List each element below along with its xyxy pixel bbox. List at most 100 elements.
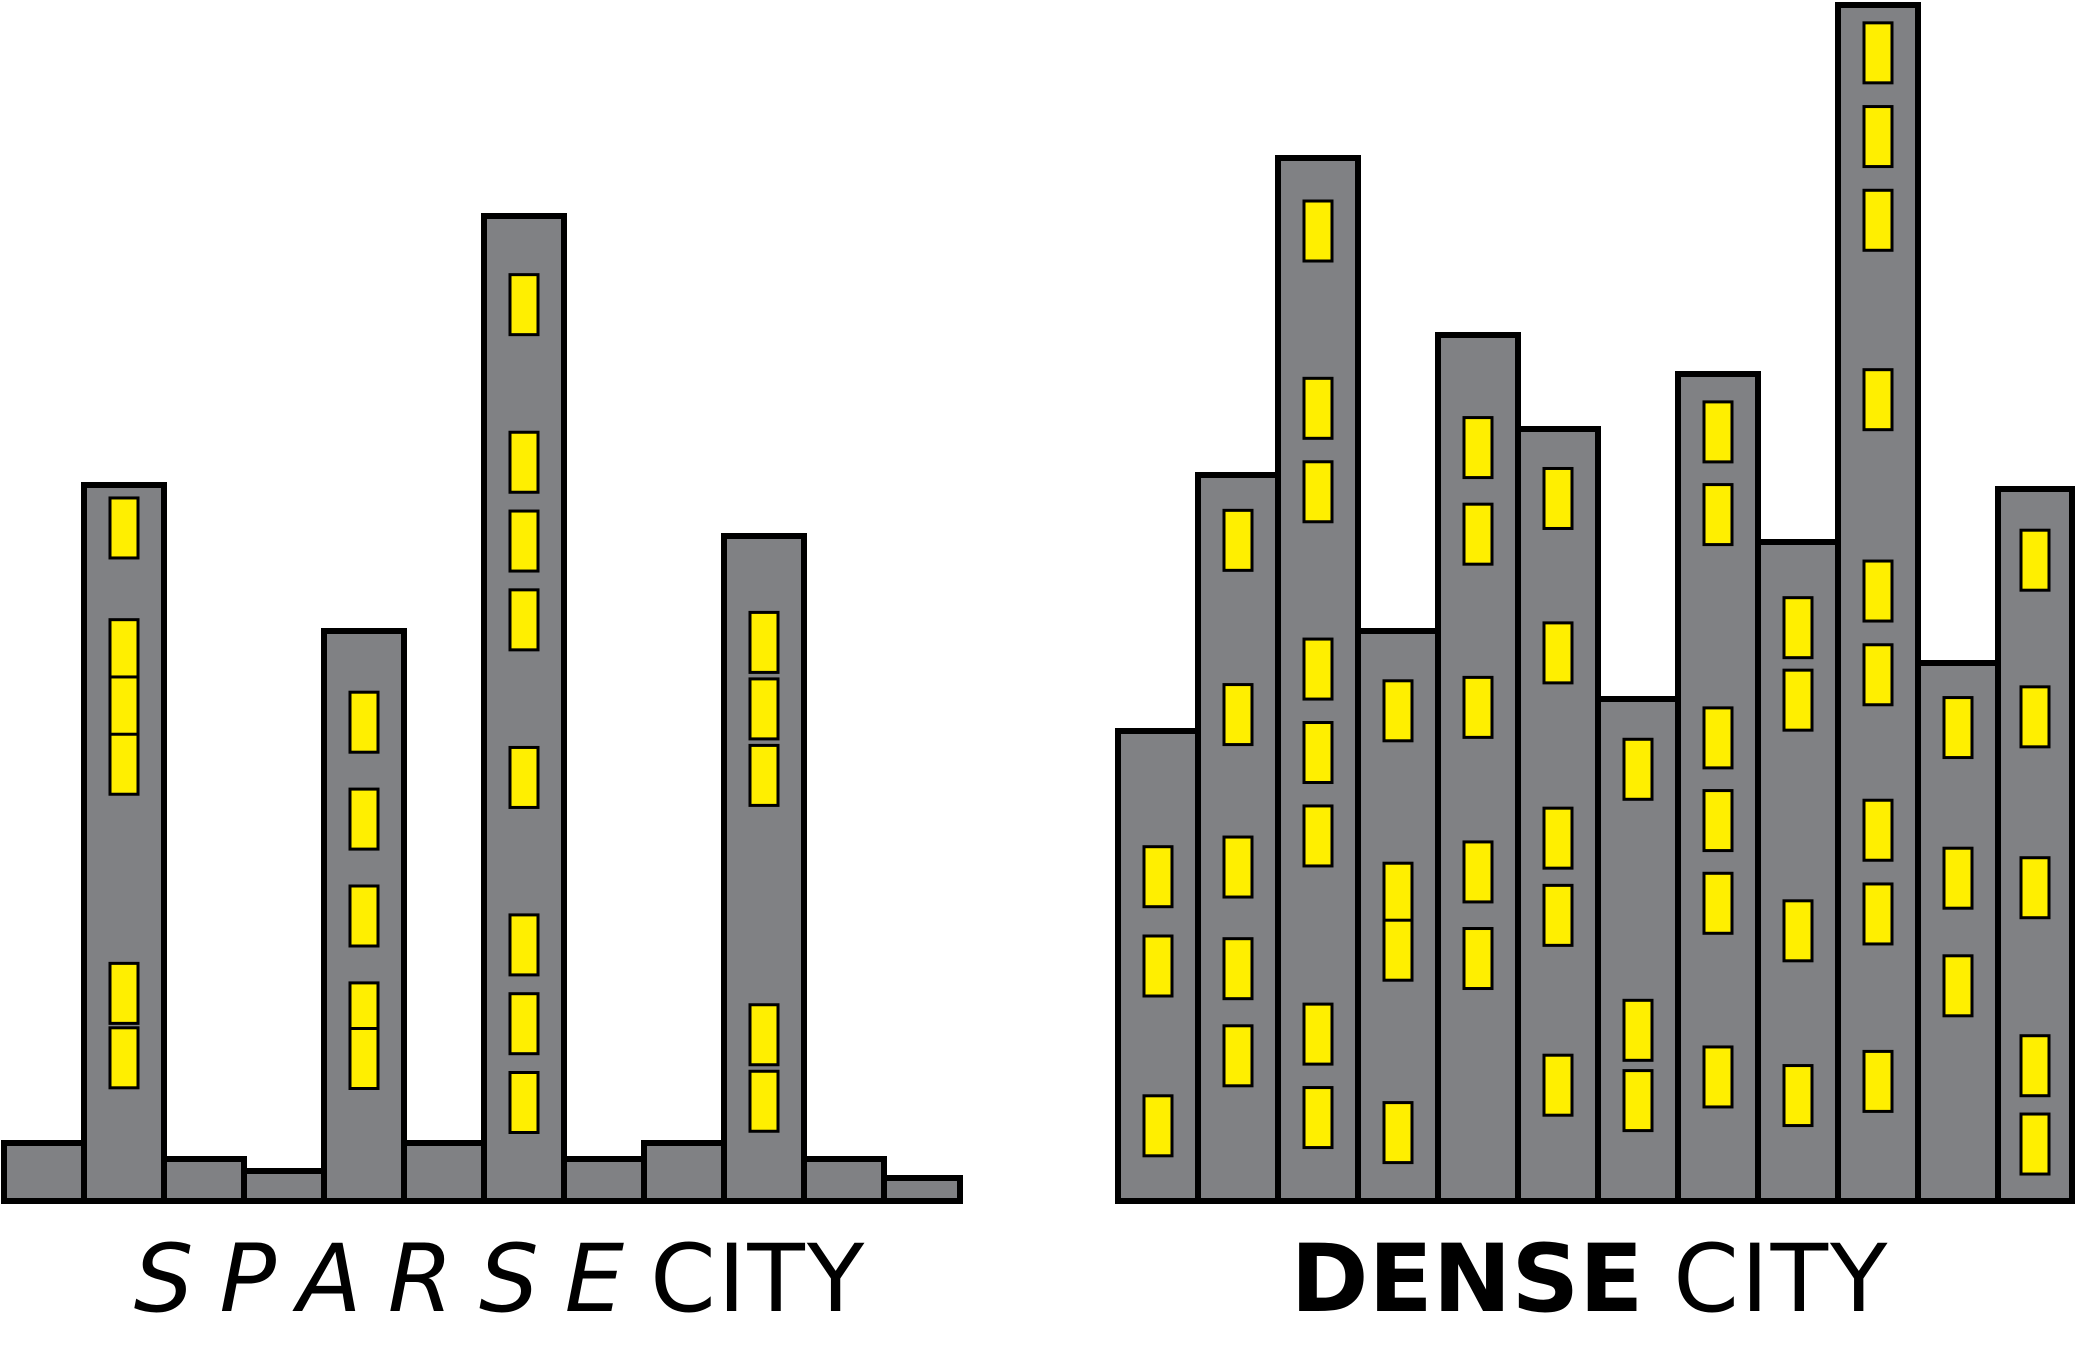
dense-window (1862, 798, 1894, 862)
sparse-window (508, 992, 540, 1056)
dense-window (1782, 668, 1814, 732)
sparse-window (108, 675, 140, 739)
dense-window (1302, 199, 1334, 263)
dense-window (2019, 1112, 2051, 1176)
sparse-building (641, 1140, 727, 1204)
dense-window (1462, 502, 1494, 566)
dense-window (1622, 998, 1654, 1062)
dense-window (1222, 835, 1254, 899)
dense-window (1462, 927, 1494, 991)
dense-window (1222, 937, 1254, 1001)
dense-window (1702, 1045, 1734, 1109)
dense-window (1462, 416, 1494, 480)
dense-window (1382, 918, 1414, 982)
sparse-building (801, 1156, 887, 1204)
dense-window (1862, 643, 1894, 707)
dense-window (2019, 1034, 2051, 1098)
sparse-window (748, 677, 780, 741)
dense-window (1222, 1024, 1254, 1088)
sparse-window (748, 1003, 780, 1067)
sparse-window (108, 618, 140, 682)
sparse-building (161, 1156, 247, 1204)
dense-window (1142, 845, 1174, 909)
sparse-window (508, 430, 540, 494)
dense-window (1942, 846, 1974, 910)
dense-window (1382, 679, 1414, 743)
dense-window (1382, 861, 1414, 925)
sparse-building (81, 482, 167, 1204)
dense-window (1302, 1002, 1334, 1066)
sparse-window (108, 732, 140, 796)
sparse-window (108, 961, 140, 1025)
dense-window (1462, 840, 1494, 904)
sparse-window (508, 509, 540, 573)
sparse-window (108, 1026, 140, 1090)
dense-window (1702, 483, 1734, 547)
sparse-window (508, 913, 540, 977)
dense-window (1302, 376, 1334, 440)
dense-window (1782, 596, 1814, 660)
sparse-window (748, 610, 780, 674)
dense-window (1782, 1064, 1814, 1128)
dense-window (1862, 188, 1894, 252)
dense-window (1862, 559, 1894, 623)
dense-window (1142, 934, 1174, 998)
sparse-window (508, 1071, 540, 1134)
dense-word: DENSE (1290, 1225, 1644, 1334)
dense-window (1942, 696, 1974, 760)
dense-window (1222, 683, 1254, 747)
sparse-window (748, 743, 780, 807)
dense-window (1862, 1049, 1894, 1113)
dense-window (1302, 1086, 1334, 1150)
dense-window (1622, 737, 1654, 801)
sparse-window (748, 1069, 780, 1133)
dense-window (1702, 400, 1734, 464)
sparse-window (348, 787, 380, 851)
dense-window (1302, 637, 1334, 701)
sparse-building (401, 1140, 487, 1204)
sparse-building (1, 1140, 87, 1204)
dense-window (2019, 528, 2051, 592)
sparse-window (508, 745, 540, 809)
dense-window (1302, 460, 1334, 524)
dense-window (1542, 1053, 1574, 1117)
dense-window (2019, 685, 2051, 749)
sparse-word: SPARSE (133, 1225, 651, 1334)
dense-window (1542, 883, 1574, 947)
sparse-building (881, 1175, 963, 1204)
dense-window (1542, 466, 1574, 530)
sparse-building (561, 1156, 647, 1204)
sparse-city-caption: SPARSECITY (120, 1225, 880, 1335)
sparse-window (108, 496, 140, 560)
dense-window (1222, 508, 1254, 572)
dense-window (1782, 899, 1814, 963)
sparse-building (241, 1168, 327, 1204)
dense-building (1435, 332, 1521, 1204)
sparse-window (348, 690, 380, 754)
sparse-window (508, 588, 540, 652)
dense-window (1862, 105, 1894, 169)
sparse-city-word: CITY (650, 1225, 867, 1334)
dense-window (1702, 871, 1734, 935)
dense-window (1462, 675, 1494, 739)
dense-window (1542, 806, 1574, 870)
dense-window (1302, 804, 1334, 868)
dense-window (1862, 882, 1894, 946)
dense-city-skyline (1115, 2, 2075, 1204)
dense-window (1302, 721, 1334, 785)
dense-window (2019, 856, 2051, 920)
sparse-window (508, 273, 540, 337)
dense-window (1702, 706, 1734, 770)
dense-city-caption: DENSE CITY (1240, 1225, 1940, 1335)
dense-window (1382, 1101, 1414, 1165)
dense-window (1702, 789, 1734, 853)
dense-window (1862, 21, 1894, 85)
dense-window (1142, 1094, 1174, 1158)
sparse-window (348, 884, 380, 948)
sparse-window (348, 1027, 380, 1090)
dense-window (1542, 621, 1574, 685)
sparse-city-skyline (1, 213, 963, 1204)
dense-window (1862, 368, 1894, 432)
dense-window (1622, 1069, 1654, 1133)
